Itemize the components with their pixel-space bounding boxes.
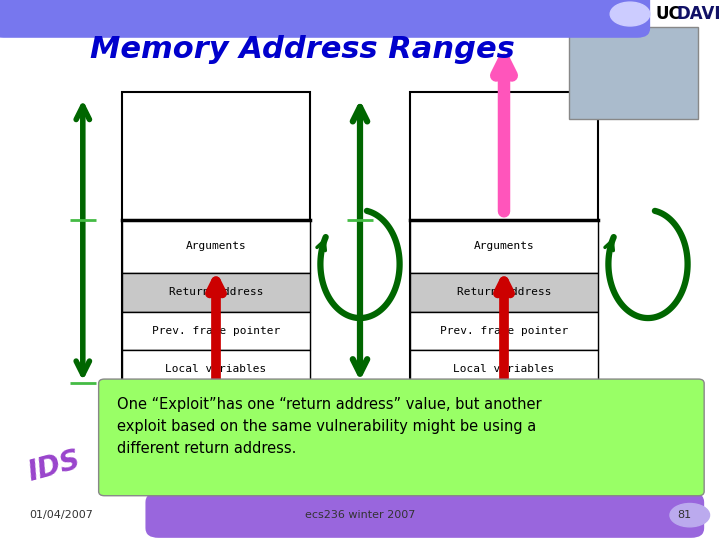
Text: UC: UC <box>655 5 681 23</box>
Text: One “Exploit”has one “return address” value, but another
exploit based on the sa: One “Exploit”has one “return address” va… <box>117 397 542 456</box>
Bar <box>410 219 598 273</box>
Text: Prev. frame pointer: Prev. frame pointer <box>440 326 568 336</box>
Bar <box>122 219 310 273</box>
Bar <box>410 273 598 312</box>
Bar <box>410 312 598 350</box>
Text: Local variables: Local variables <box>454 364 554 375</box>
Bar <box>410 350 598 389</box>
Text: 01/04/2007: 01/04/2007 <box>29 510 93 520</box>
FancyBboxPatch shape <box>99 379 704 496</box>
Bar <box>122 312 310 350</box>
Ellipse shape <box>670 503 709 527</box>
Text: 81: 81 <box>677 510 691 520</box>
FancyBboxPatch shape <box>145 492 704 538</box>
Text: Arguments: Arguments <box>186 241 246 251</box>
Text: Return address: Return address <box>456 287 552 298</box>
Text: DAVIS: DAVIS <box>677 5 720 23</box>
Text: Return address: Return address <box>168 287 264 298</box>
Text: IDS: IDS <box>25 446 84 487</box>
Bar <box>122 92 310 389</box>
Text: ecs236 winter 2007: ecs236 winter 2007 <box>305 510 415 520</box>
Bar <box>569 27 698 119</box>
Text: Local variables: Local variables <box>166 364 266 375</box>
Text: Memory Address Ranges: Memory Address Ranges <box>90 35 515 64</box>
Bar <box>122 350 310 389</box>
Bar <box>122 273 310 312</box>
Ellipse shape <box>611 2 649 26</box>
Text: Arguments: Arguments <box>474 241 534 251</box>
FancyBboxPatch shape <box>0 0 650 38</box>
Text: Prev. frame pointer: Prev. frame pointer <box>152 326 280 336</box>
Bar <box>410 92 598 389</box>
